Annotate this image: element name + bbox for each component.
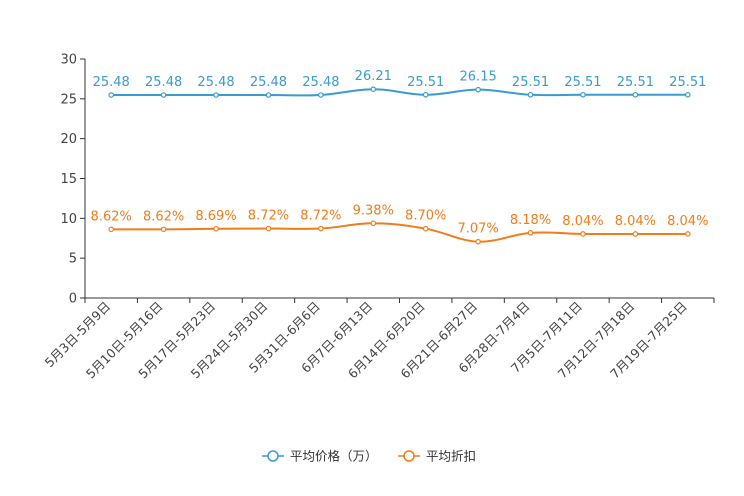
data-point[interactable] [422,225,429,232]
data-point[interactable] [684,91,691,98]
series-line-1 [111,88,688,97]
data-label: 8.18% [510,213,551,228]
y-tick-label: 10 [60,212,77,227]
data-point[interactable] [265,92,272,98]
legend-label: 平均折扣 [426,449,476,464]
data-point[interactable] [160,92,167,98]
data-point[interactable] [580,91,586,98]
data-point[interactable] [318,225,324,232]
y-tick-label: 20 [60,132,77,147]
data-label: 8.72% [248,209,289,224]
data-point[interactable] [684,231,691,237]
y-tick-label: 5 [69,252,77,267]
data-point[interactable] [632,91,639,98]
data-point[interactable] [108,92,115,98]
data-label: 25.51 [617,75,654,90]
legend[interactable]: 平均价格（万） 平均折扣 [262,449,476,464]
series-line-2 [111,222,688,243]
data-point[interactable] [108,226,115,233]
data-point[interactable] [527,91,534,98]
legend-circle-icon [403,450,415,462]
data-point[interactable] [213,92,219,98]
data-label: 26.21 [355,69,392,84]
data-label: 25.51 [512,75,549,90]
data-point[interactable] [265,225,272,232]
data-point[interactable] [370,86,377,92]
data-label: 8.04% [615,214,656,229]
data-label: 25.51 [407,75,444,90]
data-label: 25.51 [669,75,706,90]
data-label: 8.70% [405,209,446,224]
data-point[interactable] [160,226,167,233]
data-point[interactable] [475,238,481,245]
legend-item-1[interactable]: 平均价格（万） [262,449,378,464]
data-label: 25.48 [302,75,339,90]
data-point[interactable] [632,231,639,237]
data-label: 25.48 [145,75,182,90]
data-point[interactable] [580,231,586,237]
data-point[interactable] [475,86,481,93]
legend-item-2[interactable]: 平均折扣 [398,449,476,464]
data-point[interactable] [422,91,429,98]
data-label: 25.48 [197,75,234,90]
data-label: 8.62% [91,209,132,224]
data-label: 25.48 [250,75,287,90]
data-label: 8.69% [195,209,236,224]
y-tick-label: 25 [60,92,77,107]
legend-label: 平均价格（万） [290,449,378,464]
data-label: 8.04% [667,214,708,229]
data-point[interactable] [370,220,377,227]
data-label: 8.04% [562,214,603,229]
data-point[interactable] [527,230,534,236]
data-label: 8.62% [143,209,184,224]
y-tick-label: 30 [60,53,77,68]
data-label: 26.15 [460,70,497,85]
data-label: 25.51 [564,75,601,90]
data-label: 8.72% [300,209,341,224]
data-label: 9.38% [353,203,394,218]
legend-circle-icon [267,450,279,462]
data-label: 25.48 [93,75,130,90]
data-point[interactable] [318,92,324,98]
y-tick-label: 0 [69,292,77,307]
data-point[interactable] [213,225,219,232]
y-tick-label: 15 [60,172,77,187]
data-label: 7.07% [457,222,498,237]
data-labels: 25.48 25.48 25.48 25.48 25.48 26.21 25.51 26.15… [91,69,709,236]
series-area [108,86,691,245]
